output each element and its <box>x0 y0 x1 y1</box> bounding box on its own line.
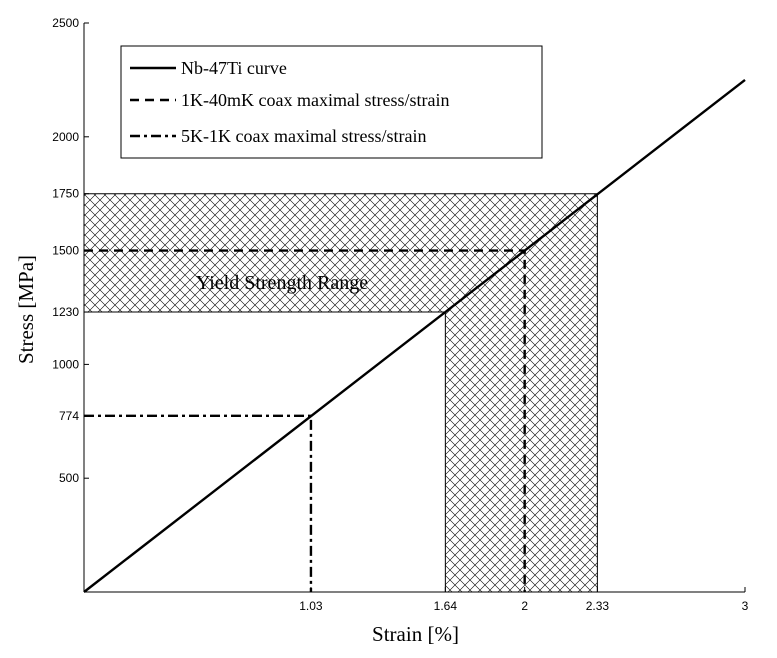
yield-strength-label: Yield Strength Range <box>196 272 368 294</box>
x-axis-title: Strain [%] <box>372 622 459 646</box>
y-tick-label: 1750 <box>52 187 79 201</box>
y-tick-label: 1500 <box>52 244 79 258</box>
y-tick-label: 1230 <box>52 305 79 319</box>
series-line-dashdot <box>84 414 313 592</box>
y-tick-label: 500 <box>59 471 79 485</box>
legend: Nb-47Ti curve 1K-40mK coax maximal stress… <box>120 45 543 159</box>
legend-box <box>120 45 543 159</box>
x-tick-label: 2 <box>521 599 528 613</box>
legend-label: Nb-47Ti curve <box>181 58 287 78</box>
y-tick-label: 1000 <box>52 357 79 371</box>
x-tick-label: 2.33 <box>586 599 610 613</box>
y-tick-label: 2500 <box>52 16 79 30</box>
series-line-dashed <box>84 249 526 592</box>
y-tick-label: 2000 <box>52 130 79 144</box>
y-axis-title: Stress [MPa] <box>14 255 38 364</box>
x-tick-label: 1.03 <box>299 599 323 613</box>
x-tick-label: 3 <box>742 599 749 613</box>
series-layer <box>83 78 746 593</box>
legend-label: 1K-40mK coax maximal stress/strain <box>181 90 449 110</box>
x-tick-label: 1.64 <box>434 599 458 613</box>
legend-label: 5K-1K coax maximal stress/strain <box>181 126 426 146</box>
y-tick-label: 774 <box>59 409 79 423</box>
series-line-solid <box>83 78 746 593</box>
text-layer: 500 774 1000 1230 1500 1750 2000 2500 1.03 1.64 2 2… <box>14 16 749 646</box>
